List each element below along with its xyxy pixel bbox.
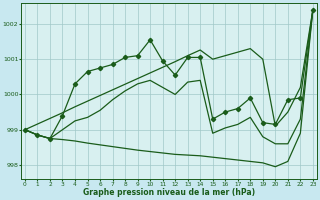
X-axis label: Graphe pression niveau de la mer (hPa): Graphe pression niveau de la mer (hPa) <box>83 188 255 197</box>
